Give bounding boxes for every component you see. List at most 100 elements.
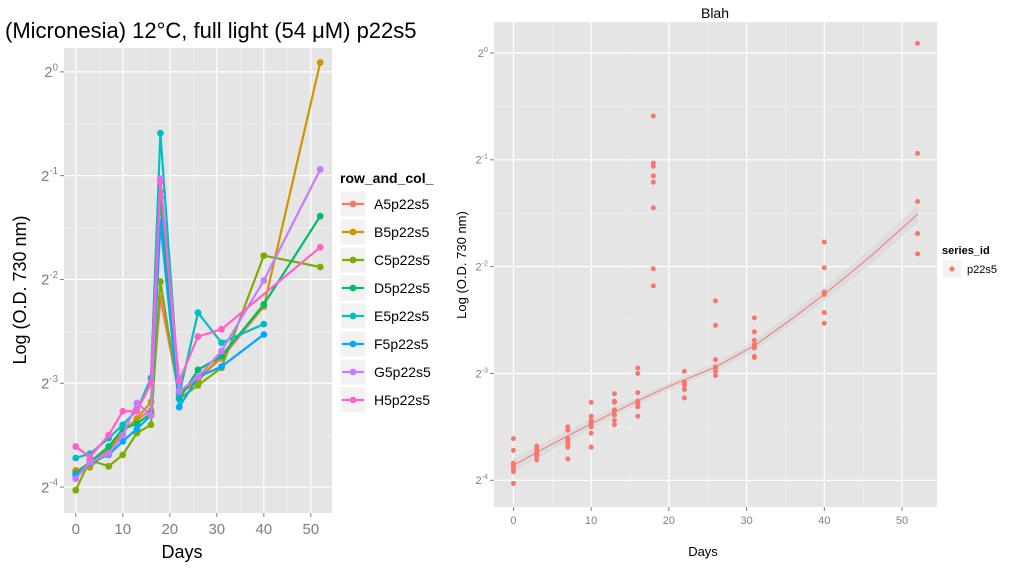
legend-key-point <box>349 200 357 208</box>
scatter-point <box>611 407 617 413</box>
right-legend-label: p22s5 <box>967 264 997 276</box>
x-tick-label: 50 <box>302 521 319 538</box>
right-legend: series_id p22s5 <box>941 245 997 279</box>
data-point-H5p22s5 <box>133 407 141 415</box>
scatter-point <box>565 456 571 462</box>
legend-label: D5p22s5 <box>374 280 430 296</box>
data-point-G5p22s5 <box>194 373 202 381</box>
scatter-point <box>681 368 687 374</box>
data-point-B5p22s5 <box>316 59 324 66</box>
data-point-H5p22s5 <box>119 407 127 415</box>
right-x-axis-label: Days <box>688 544 718 559</box>
scatter-point <box>751 343 757 349</box>
y-tick-label: 20 <box>478 46 488 60</box>
legend-key-point <box>349 256 357 264</box>
scatter-point <box>565 424 571 430</box>
data-point-E5p22s5 <box>156 129 164 137</box>
scatter-point <box>635 370 641 376</box>
data-point-C5p22s5 <box>119 451 127 459</box>
data-point-H5p22s5 <box>218 325 225 333</box>
scatter-point <box>713 322 718 328</box>
legend-label: F5p22s5 <box>374 336 429 352</box>
scatter-point <box>751 337 757 343</box>
legend-label: H5p22s5 <box>374 392 430 408</box>
data-point-G5p22s5 <box>119 431 127 439</box>
data-point-H5p22s5 <box>105 431 113 439</box>
legend-key-point <box>349 340 357 348</box>
data-point-G5p22s5 <box>72 475 80 483</box>
scatter-point <box>588 430 594 436</box>
scatter-point <box>751 329 757 335</box>
scatter-point <box>635 413 641 419</box>
data-point-D5p22s5 <box>260 300 268 308</box>
scatter-point <box>751 315 757 321</box>
scatter-point <box>635 404 641 410</box>
left-x-axis-label: Days <box>161 542 202 562</box>
scatter-point <box>588 417 594 423</box>
data-point-D5p22s5 <box>316 212 324 220</box>
x-tick-label: 0 <box>72 521 80 538</box>
data-point-H5p22s5 <box>175 377 183 385</box>
scatter-point <box>510 436 516 442</box>
scatter-point <box>650 113 656 119</box>
smooth-confidence-band <box>513 205 918 472</box>
data-point-E5p22s5 <box>72 454 80 462</box>
scatter-point <box>713 364 718 370</box>
scatter-point <box>650 283 656 289</box>
legend-key-point <box>349 368 357 376</box>
data-point-F5p22s5 <box>260 331 268 338</box>
data-point-G5p22s5 <box>147 412 155 419</box>
data-point-D5p22s5 <box>105 443 113 450</box>
scatter-point <box>635 390 641 396</box>
right-y-axis-label: Log (O.D. 730 nm) <box>454 211 469 319</box>
data-point-C5p22s5 <box>316 263 324 271</box>
scatter-point <box>565 443 571 449</box>
data-point-F5p22s5 <box>175 403 183 411</box>
data-point-F5p22s5 <box>133 425 141 433</box>
y-tick-label: 2-4 <box>476 473 489 487</box>
y-tick-label: 2-1 <box>41 166 58 185</box>
scatter-point <box>650 205 656 211</box>
x-tick-label: 0 <box>510 515 516 527</box>
data-point-C5p22s5 <box>147 421 155 429</box>
legend-key-point <box>349 228 357 236</box>
scatter-point <box>534 446 540 452</box>
scatter-point <box>611 422 617 428</box>
scatter-point <box>650 266 656 272</box>
data-point-G5p22s5 <box>218 347 225 355</box>
scatter-point <box>611 391 617 397</box>
data-point-E5p22s5 <box>218 339 225 347</box>
legend-label: B5p22s5 <box>374 224 429 240</box>
scatter-point <box>534 452 540 458</box>
scatter-point <box>534 457 540 463</box>
data-point-G5p22s5 <box>316 166 324 173</box>
scatter-point <box>821 265 827 271</box>
x-tick-label: 30 <box>208 521 225 538</box>
scatter-point <box>588 444 594 450</box>
scatter-point <box>635 365 641 371</box>
scatter-point <box>915 251 921 257</box>
scatter-point <box>751 353 757 359</box>
scatter-point <box>681 379 687 385</box>
data-point-F5p22s5 <box>218 363 225 371</box>
x-tick-label: 20 <box>663 515 675 527</box>
scatter-point <box>681 395 687 401</box>
y-tick-label: 2-3 <box>476 366 489 380</box>
data-point-G5p22s5 <box>105 450 113 458</box>
data-point-D5p22s5 <box>133 420 141 428</box>
x-tick-label: 40 <box>255 521 272 538</box>
data-point-B5p22s5 <box>133 415 141 422</box>
scatter-point <box>510 447 516 453</box>
data-point-H5p22s5 <box>147 379 155 387</box>
scatter-point <box>713 373 718 379</box>
y-tick-label: 2-3 <box>41 374 58 393</box>
legend-key-point <box>349 396 357 404</box>
scatter-point <box>713 368 718 374</box>
legend-key-point <box>349 284 357 292</box>
scatter-point <box>650 163 656 169</box>
y-tick-label: 20 <box>44 62 58 81</box>
data-point-H5p22s5 <box>156 178 164 186</box>
data-point-H5p22s5 <box>316 243 324 251</box>
data-point-E5p22s5 <box>194 309 202 317</box>
